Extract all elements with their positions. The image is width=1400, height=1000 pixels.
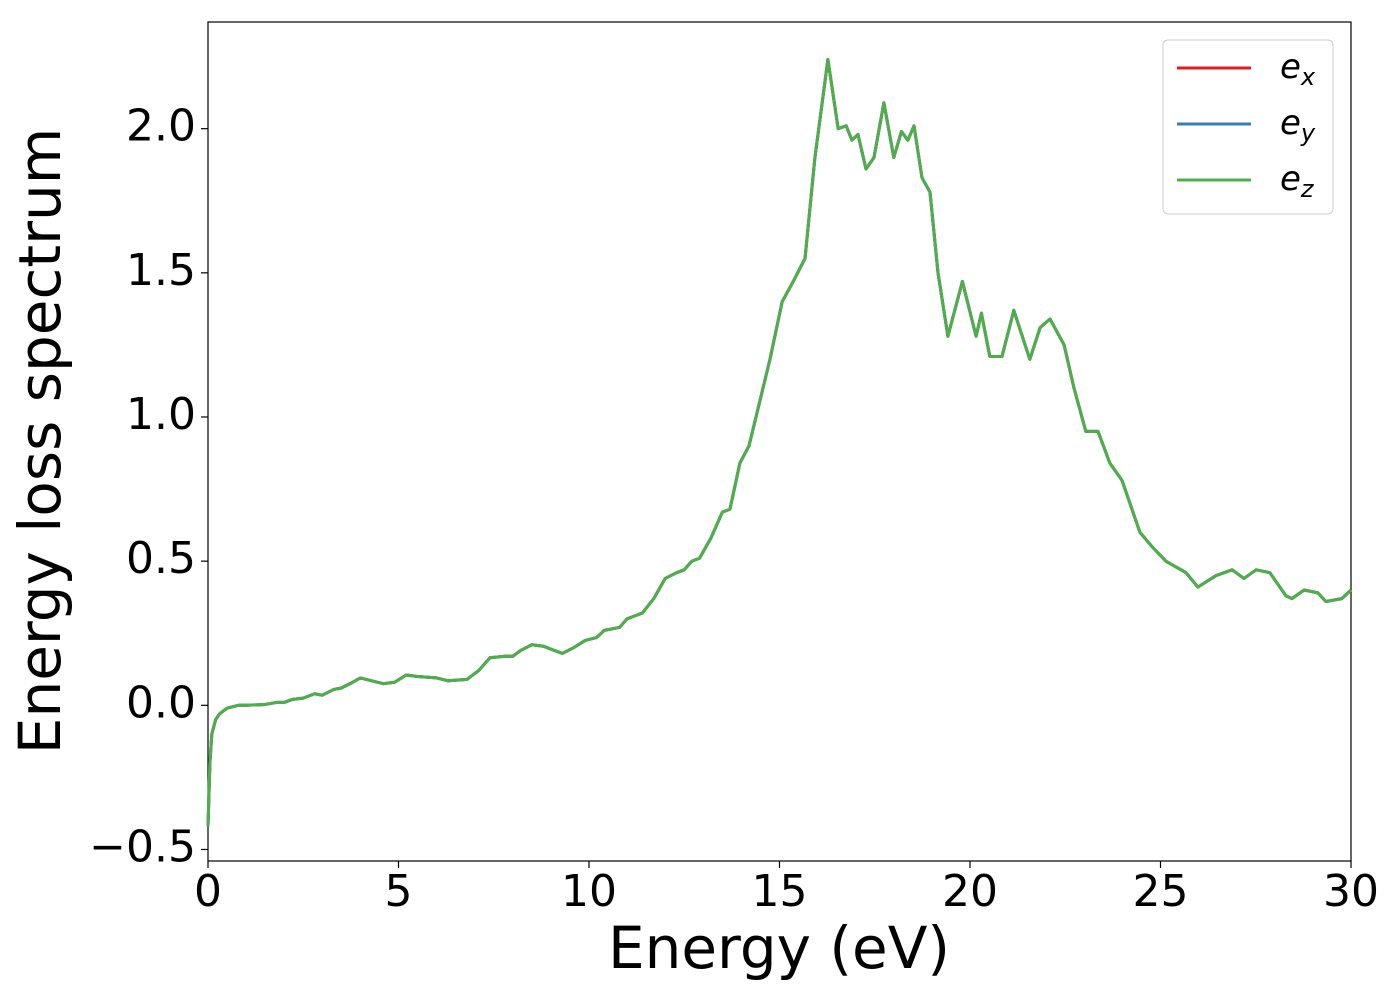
y-axis-label: Energy loss spectrum <box>6 128 74 754</box>
y-tick-label: 0.5 <box>126 533 196 584</box>
x-tick-label: 15 <box>752 866 808 917</box>
legend-box <box>1162 39 1334 215</box>
x-tick-label: 25 <box>1133 866 1189 917</box>
y-tick-label: 0.0 <box>126 677 196 728</box>
legend-label: ex <box>1280 47 1316 92</box>
x-tick-label: 0 <box>194 866 222 917</box>
y-tick-label: 2.0 <box>126 101 196 152</box>
legend: ex ey ez <box>1162 39 1334 215</box>
x-tick-label: 5 <box>385 866 413 917</box>
x-axis-label: Energy (eV) <box>608 914 950 982</box>
x-tick-label: 10 <box>561 866 617 917</box>
legend-label: ez <box>1280 159 1315 204</box>
legend-label: ey <box>1280 103 1316 148</box>
y-tick-label: 1.0 <box>126 389 196 440</box>
x-tick-label: 20 <box>942 866 998 917</box>
y-tick-label: 1.5 <box>126 245 196 296</box>
x-tick-label: 30 <box>1323 866 1379 917</box>
series-line <box>206 57 1353 827</box>
y-tick-label: −0.5 <box>89 821 196 872</box>
